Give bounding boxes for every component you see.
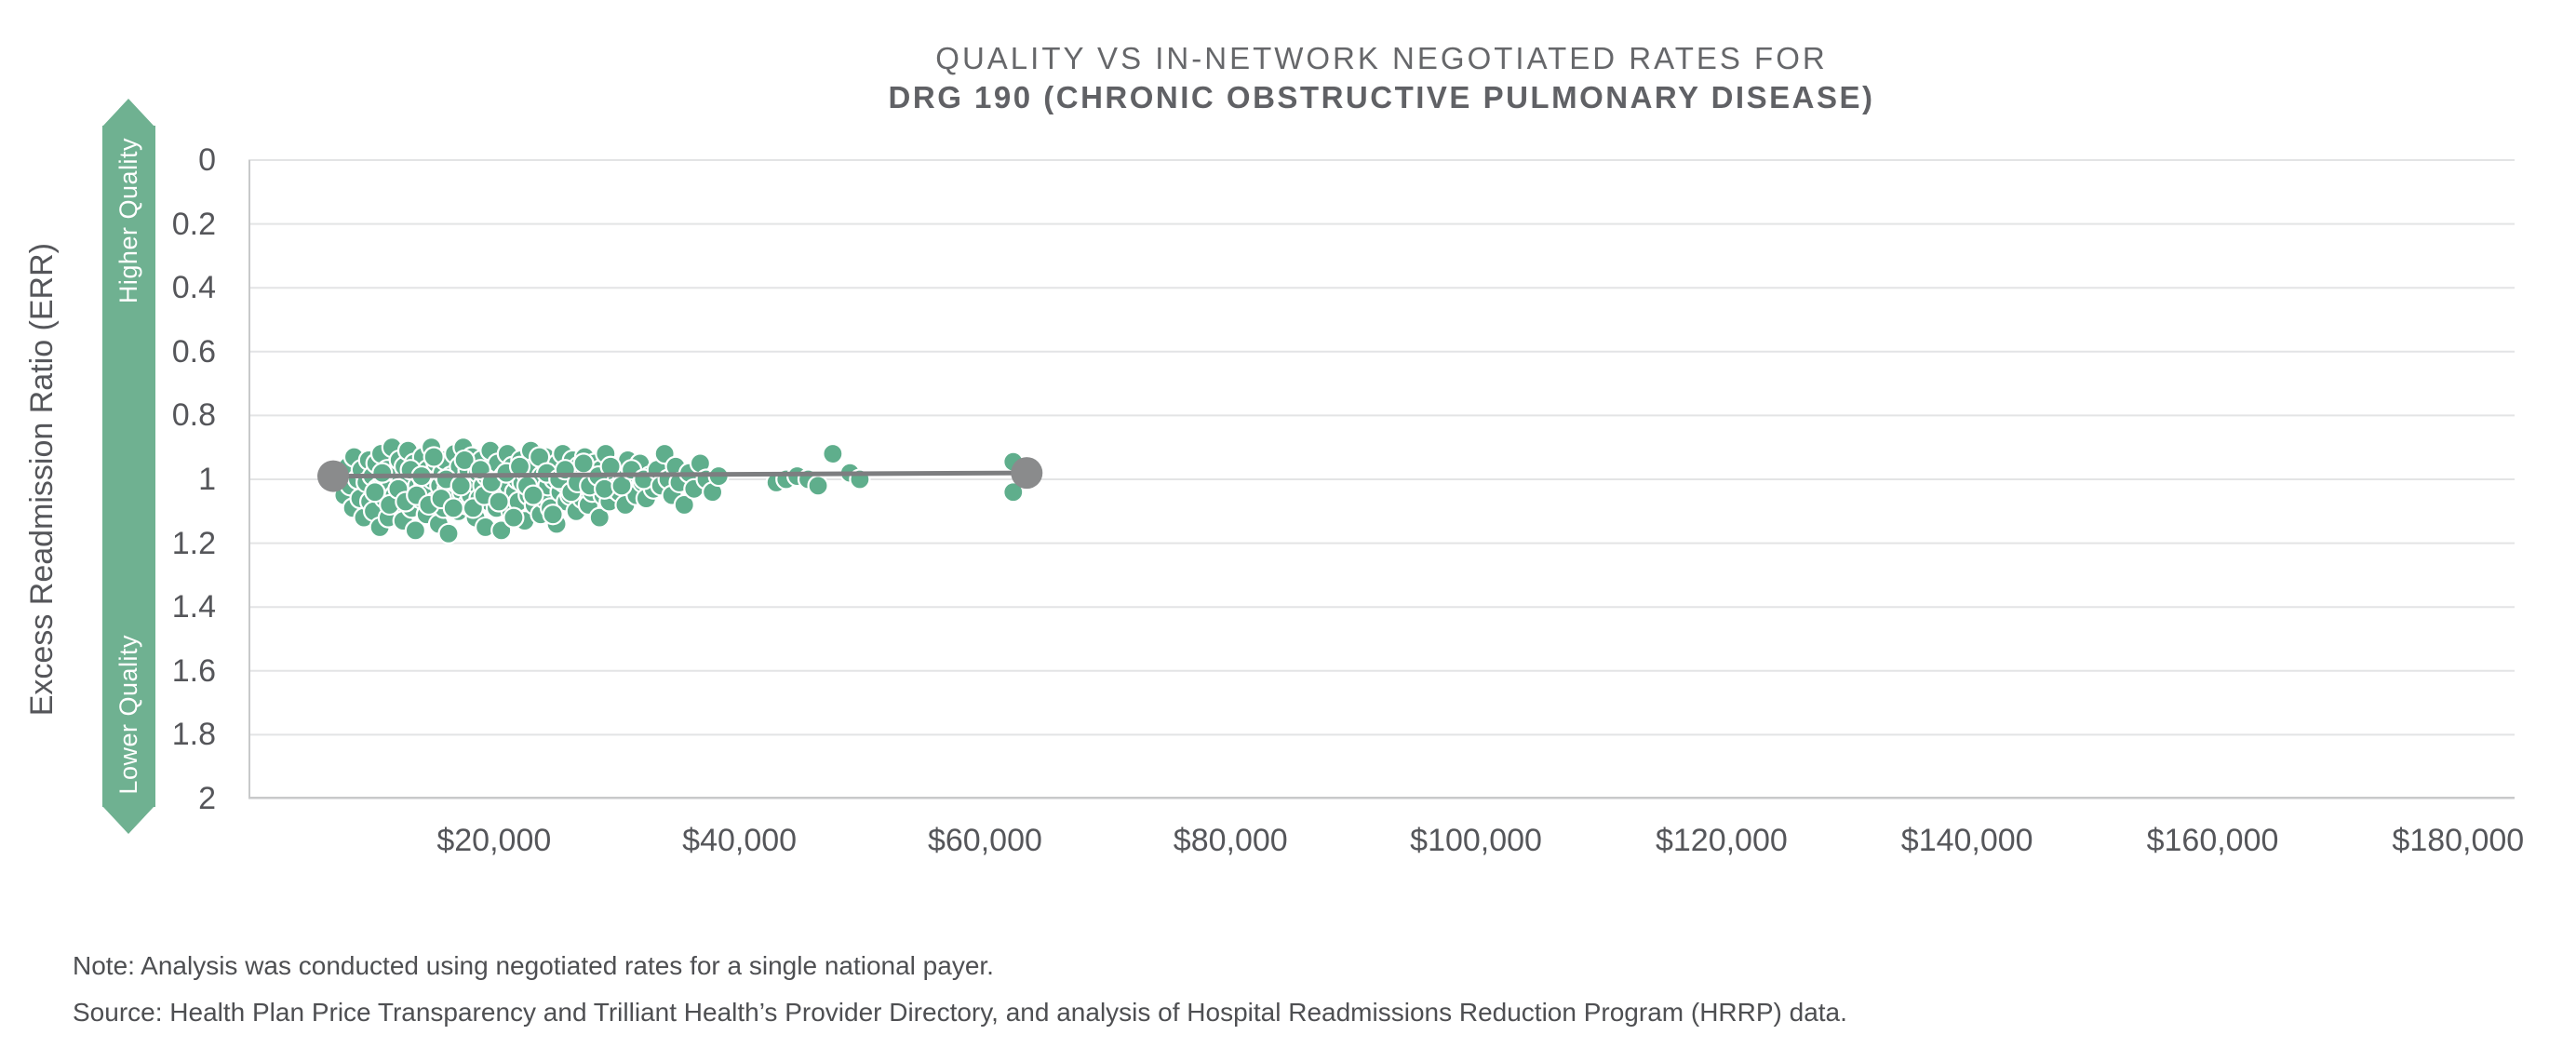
x-tick-label: $120,000 xyxy=(1655,823,1788,858)
scatter-point xyxy=(488,490,510,513)
arrow-up-icon xyxy=(102,99,154,127)
quality-arrow: Higher Quality Lower Quality xyxy=(102,99,155,834)
scatter-point xyxy=(423,446,445,468)
scatter-point xyxy=(588,506,610,529)
scatter-point xyxy=(442,497,464,519)
scatter-point xyxy=(522,484,544,506)
y-tick-label: 0.6 xyxy=(171,333,216,369)
x-tick-label: $40,000 xyxy=(682,823,798,858)
scatter-point xyxy=(822,442,844,465)
trend-endpoint xyxy=(1011,457,1043,490)
chart-title-line1: QUALITY VS IN-NETWORK NEGOTIATED RATES F… xyxy=(935,41,1828,75)
y-tick-label: 2 xyxy=(198,781,216,816)
y-tick-label: 0.8 xyxy=(171,397,216,434)
x-tick-label: $20,000 xyxy=(436,823,552,858)
scatter-point xyxy=(404,519,426,542)
scatter-point xyxy=(542,504,564,526)
trend-endpoint xyxy=(317,460,350,492)
quality-arrow-shaft xyxy=(102,126,155,807)
x-tick-label: $160,000 xyxy=(2146,823,2279,858)
x-tick-label: $180,000 xyxy=(2392,823,2525,858)
x-tick-label: $80,000 xyxy=(1173,823,1288,858)
scatter-point xyxy=(449,475,472,497)
scatter-point xyxy=(371,462,394,484)
scatter-point xyxy=(807,475,829,497)
x-tick-label: $60,000 xyxy=(927,823,1042,858)
y-tick-label: 0.2 xyxy=(171,206,216,242)
y-tick-label: 1.8 xyxy=(171,717,216,753)
note-text: Note: Analysis was conducted using negot… xyxy=(73,951,994,980)
chart-title-line2: DRG 190 (CHRONIC OBSTRUCTIVE PULMONARY D… xyxy=(888,80,1875,114)
source-text: Source: Health Plan Price Transparency a… xyxy=(73,998,1847,1027)
scatter-point xyxy=(364,481,386,504)
y-tick-label: 1.2 xyxy=(171,525,216,561)
scatter-point xyxy=(673,493,695,517)
x-tick-label: $140,000 xyxy=(1900,823,2033,858)
scatter-point xyxy=(490,519,513,542)
y-tick-label: 0.4 xyxy=(171,270,216,306)
scatter-point xyxy=(437,522,460,544)
scatter-point xyxy=(1002,481,1025,504)
scatter-point xyxy=(453,449,476,472)
y-tick-label: 0 xyxy=(198,142,216,178)
y-tick-label: 1 xyxy=(198,462,216,497)
x-tick-label: $100,000 xyxy=(1410,823,1542,858)
trend-line xyxy=(333,470,1027,479)
scatter-point xyxy=(503,506,525,529)
arrow-down-icon xyxy=(102,806,154,834)
scatter-plot xyxy=(248,159,2515,799)
y-tick-label: 1.6 xyxy=(171,652,216,689)
y-axis-title: Excess Readmission Ratio (ERR) xyxy=(24,242,60,717)
scatter-point xyxy=(593,477,616,500)
y-tick-label: 1.4 xyxy=(171,589,216,625)
